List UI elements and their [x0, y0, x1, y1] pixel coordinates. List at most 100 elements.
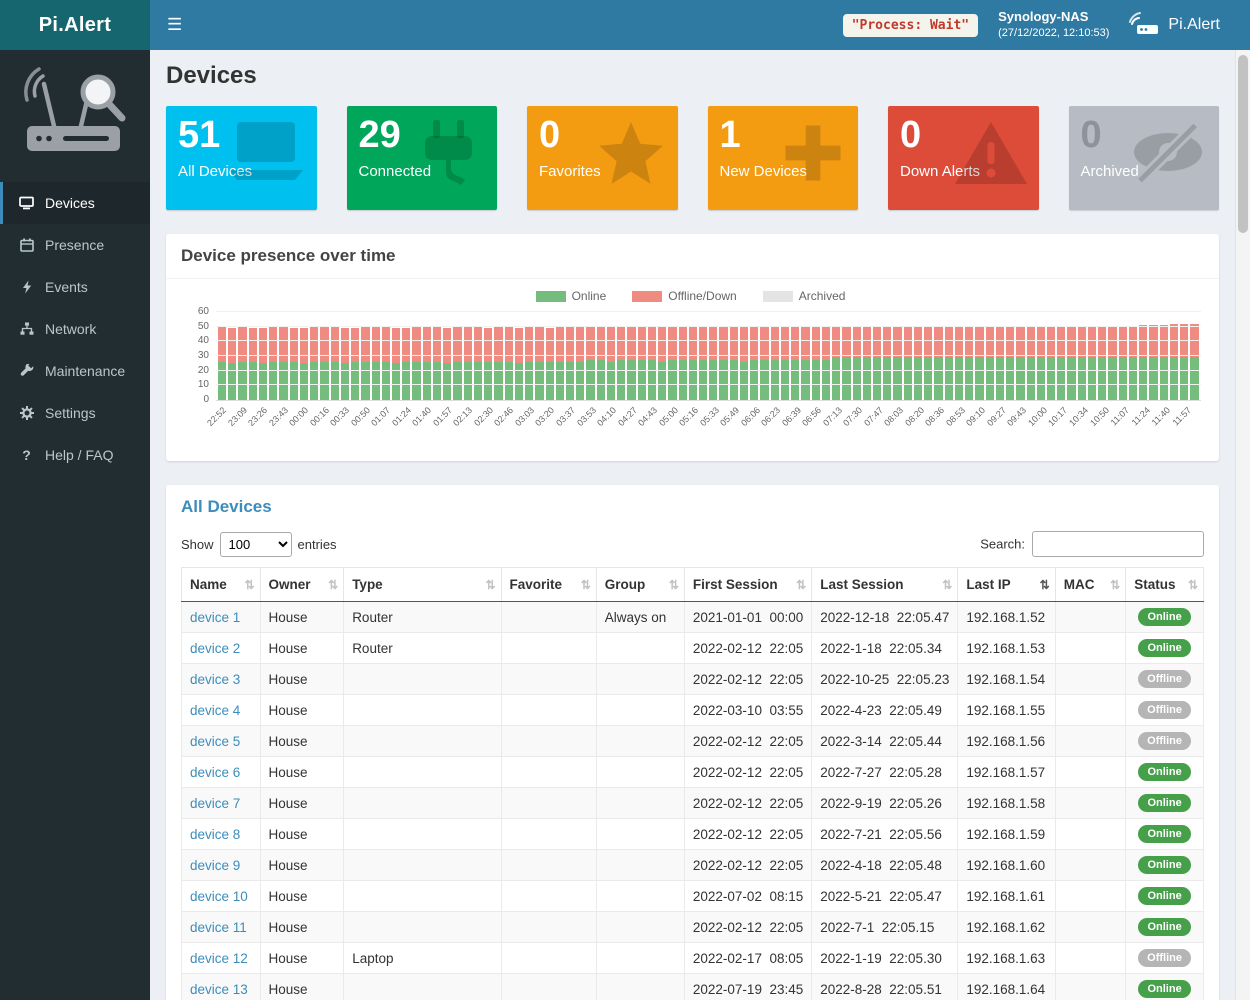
- summary-card-favorites[interactable]: 0 Favorites: [527, 106, 678, 210]
- chart-bar: [812, 327, 820, 400]
- cell-last_session: 2022-1-18 22:05.34: [812, 633, 958, 664]
- chart-bar: [853, 327, 861, 400]
- column-header-mac[interactable]: MAC⇅: [1055, 568, 1125, 602]
- sidebar-item-network[interactable]: Network: [0, 308, 150, 350]
- bar-segment-offline-down: [228, 328, 236, 363]
- cell-group: [596, 819, 684, 850]
- device-link[interactable]: device 13: [190, 982, 248, 997]
- search-input[interactable]: [1032, 531, 1204, 557]
- device-link[interactable]: device 10: [190, 889, 248, 904]
- chart-bar: [689, 327, 697, 400]
- sort-icon: ⇅: [328, 578, 338, 592]
- device-link[interactable]: device 8: [190, 827, 240, 842]
- bar-segment-online: [986, 357, 994, 400]
- device-link[interactable]: device 6: [190, 765, 240, 780]
- bar-segment-online: [679, 360, 687, 400]
- y-axis-tick-label: 0: [183, 394, 209, 405]
- bar-segment-online: [1108, 357, 1116, 400]
- warning-icon: [953, 120, 1029, 191]
- sidebar-item-presence[interactable]: Presence: [0, 224, 150, 266]
- sort-icon: ⇅: [1188, 578, 1198, 592]
- chart-bar: [842, 327, 850, 400]
- sidebar-item-maintenance[interactable]: Maintenance: [0, 350, 150, 392]
- chart-bar: [1180, 324, 1188, 400]
- summary-card-new-devices[interactable]: 1 New Devices: [708, 106, 859, 210]
- sidebar-item-label: Devices: [45, 195, 95, 211]
- cell-status: Offline: [1126, 695, 1204, 726]
- column-header-name[interactable]: Name⇅: [182, 568, 261, 602]
- scrollbar-thumb[interactable]: [1238, 55, 1248, 233]
- column-header-last-ip[interactable]: Last IP⇅: [958, 568, 1055, 602]
- sidebar-item-events[interactable]: Events: [0, 266, 150, 308]
- device-link[interactable]: device 9: [190, 858, 240, 873]
- plus-icon: [778, 120, 848, 191]
- sort-icon: ⇅: [669, 578, 679, 592]
- cell-name: device 8: [182, 819, 261, 850]
- chart-bar: [535, 327, 543, 400]
- column-header-first-session[interactable]: First Session⇅: [684, 568, 811, 602]
- sidebar-item-devices[interactable]: Devices: [0, 182, 150, 224]
- chart-bar: [238, 327, 246, 400]
- sidebar-item-help[interactable]: ? Help / FAQ: [0, 434, 150, 476]
- question-icon: ?: [18, 447, 35, 463]
- legend-item-offline: Offline/Down: [632, 289, 736, 303]
- device-link[interactable]: device 4: [190, 703, 240, 718]
- bar-segment-offline-down: [320, 327, 328, 362]
- chart-area: 0102030405060 22:5223:0923:2623:4300:000…: [216, 313, 1201, 455]
- column-header-owner[interactable]: Owner⇅: [260, 568, 344, 602]
- bar-segment-offline-down: [1067, 327, 1075, 358]
- column-header-type[interactable]: Type⇅: [344, 568, 501, 602]
- cell-group: [596, 633, 684, 664]
- top-header: Pi.Alert ☰ "Process: Wait" Synology-NAS …: [0, 0, 1250, 50]
- cell-group: [596, 664, 684, 695]
- device-link[interactable]: device 12: [190, 951, 248, 966]
- bar-segment-online: [484, 362, 492, 400]
- table-row: device 4House2022-03-10 03:552022-4-23 2…: [182, 695, 1204, 726]
- column-header-status[interactable]: Status⇅: [1126, 568, 1204, 602]
- device-link[interactable]: device 2: [190, 641, 240, 656]
- cell-status: Offline: [1126, 726, 1204, 757]
- device-link[interactable]: device 11: [190, 920, 247, 935]
- app-logo[interactable]: Pi.Alert: [0, 0, 150, 50]
- chart-bar: [740, 327, 748, 400]
- chart-bar: [699, 327, 707, 400]
- bar-segment-online: [996, 357, 1004, 400]
- device-link[interactable]: device 7: [190, 796, 240, 811]
- y-axis-tick-label: 50: [183, 321, 209, 332]
- summary-card-all-devices[interactable]: 51 All Devices: [166, 106, 317, 210]
- bar-segment-online: [597, 360, 605, 400]
- cell-name: device 13: [182, 974, 261, 1000]
- summary-card-down-alerts[interactable]: 0 Down Alerts: [888, 106, 1039, 210]
- column-header-last-session[interactable]: Last Session⇅: [812, 568, 958, 602]
- presence-panel-title: Device presence over time: [166, 234, 1219, 279]
- cell-mac: [1055, 664, 1125, 695]
- column-header-group[interactable]: Group ⇅: [596, 568, 684, 602]
- chart-bar: [1047, 327, 1055, 400]
- chart-bar: [505, 327, 513, 400]
- chart-bar: [1190, 324, 1198, 400]
- hamburger-icon[interactable]: ☰: [150, 15, 199, 35]
- chart-bar: [730, 327, 738, 400]
- device-link[interactable]: device 5: [190, 734, 240, 749]
- device-link[interactable]: device 3: [190, 672, 240, 687]
- cell-last_session: 2022-7-21 22:05.56: [812, 819, 958, 850]
- bar-segment-offline-down: [300, 328, 308, 363]
- device-link[interactable]: device 1: [190, 610, 240, 625]
- chart-bar: [658, 327, 666, 400]
- bar-segment-offline-down: [934, 327, 942, 358]
- host-name: Synology-NAS: [998, 9, 1109, 26]
- page-scrollbar[interactable]: [1235, 50, 1250, 1000]
- bar-segment-online: [1170, 357, 1178, 400]
- sidebar-item-settings[interactable]: Settings: [0, 392, 150, 434]
- chart-bar: [525, 327, 533, 400]
- summary-card-connected[interactable]: 29 Connected: [347, 106, 498, 210]
- page-length-select[interactable]: 100: [220, 532, 292, 557]
- summary-card-archived[interactable]: 0 Archived: [1069, 106, 1220, 210]
- entries-label: entries: [298, 537, 337, 552]
- cell-favorite: [501, 695, 596, 726]
- column-header-label: Group: [605, 577, 646, 592]
- column-header-favorite[interactable]: Favorite⇅: [501, 568, 596, 602]
- cell-first_session: 2022-07-19 23:45: [684, 974, 811, 1000]
- cell-first_session: 2022-02-12 22:05: [684, 757, 811, 788]
- bar-segment-online: [945, 357, 953, 400]
